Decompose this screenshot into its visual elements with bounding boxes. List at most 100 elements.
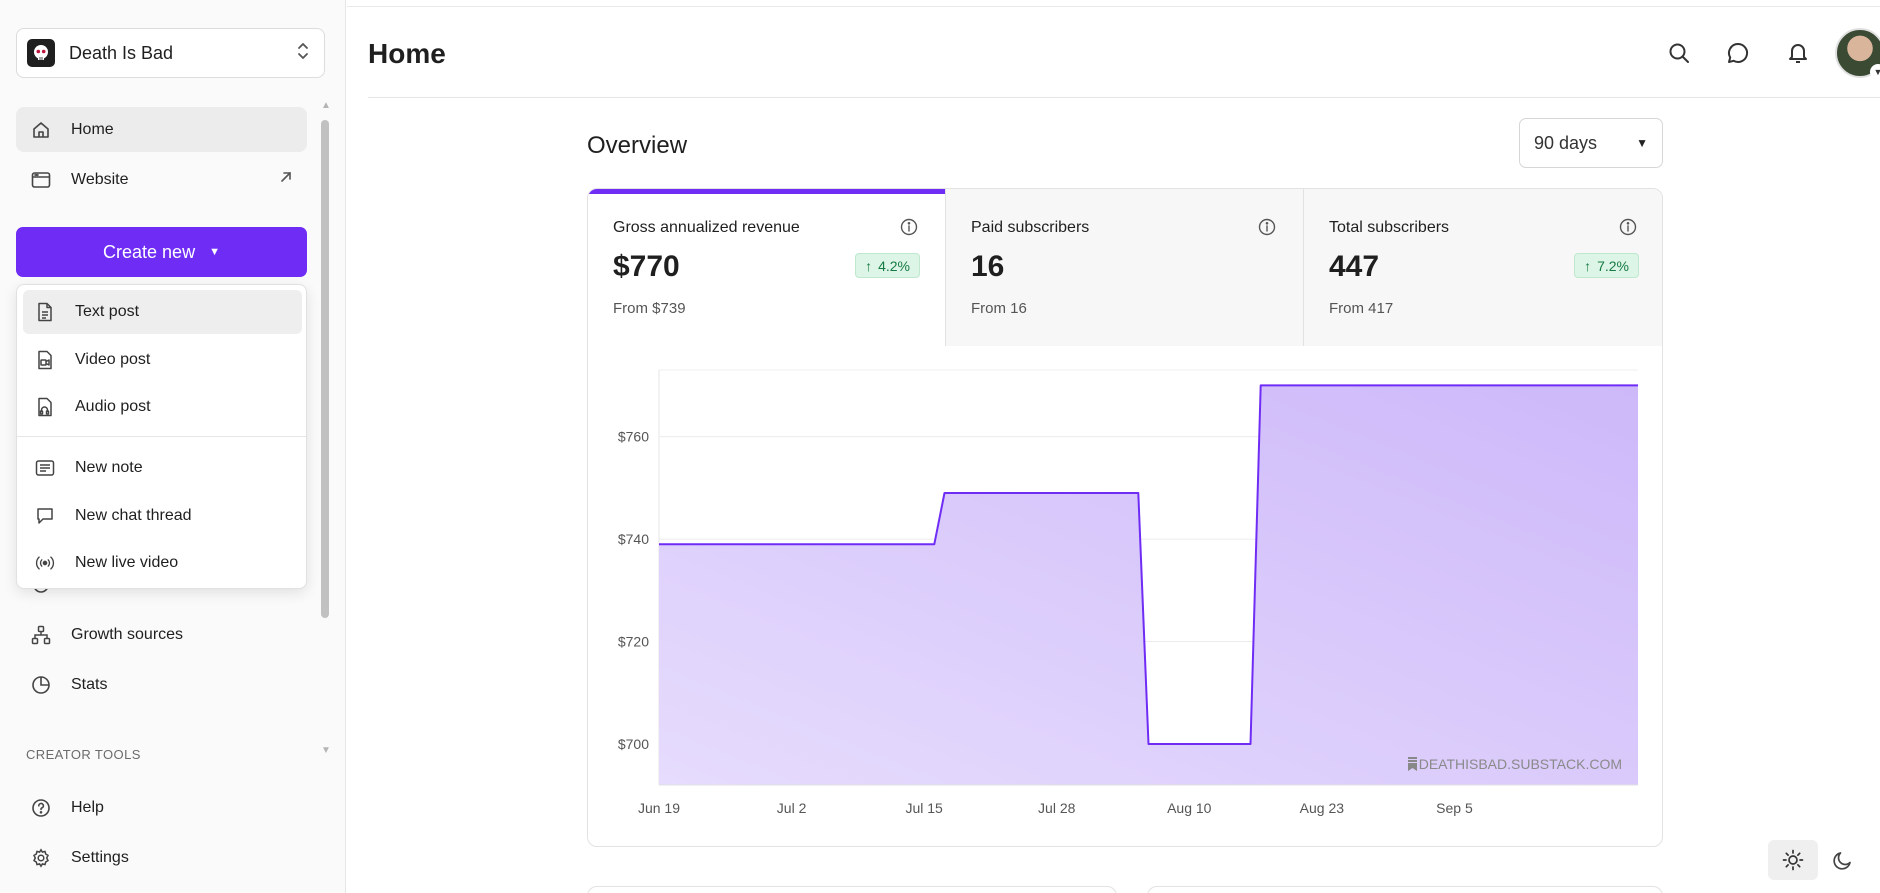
sidebar-item-label: Growth sources xyxy=(71,625,184,643)
x-tick-label: Jul 2 xyxy=(777,800,807,816)
revenue-area-chart[interactable]: $700 $720 $740 $760 Jun 19 Jul 2 Jul 15 Jul 28 A… xyxy=(588,347,1662,847)
stat-from: From 16 xyxy=(971,300,1027,317)
sidebar: Death Is Bad Home Website Create new ▼ S… xyxy=(0,0,346,893)
sidebar-item-label: Home xyxy=(71,120,114,138)
bell-icon[interactable] xyxy=(1785,40,1811,66)
stat-label: Total subscribers xyxy=(1329,219,1450,236)
chevron-updown-icon xyxy=(296,42,310,65)
sidebar-item-label: Settings xyxy=(71,848,129,866)
sidebar-item-help[interactable]: Help xyxy=(16,785,307,830)
stat-gross-revenue[interactable]: Gross annualized revenue $770 ↑ 4.2% From… xyxy=(588,189,946,346)
broadcast-icon xyxy=(35,553,55,573)
sidebar-item-settings[interactable]: Settings xyxy=(16,835,307,880)
chart-series-line xyxy=(659,384,1638,745)
overview-card: Gross annualized revenue $770 ↑ 4.2% From… xyxy=(587,188,1663,847)
chat-bubble-icon xyxy=(35,506,55,526)
change-badge: ↑ 4.2% xyxy=(855,253,920,278)
arrow-up-icon: ↑ xyxy=(1584,257,1592,274)
change-badge-value: 4.2% xyxy=(878,257,910,274)
change-badge: ↑ 7.2% xyxy=(1574,253,1639,278)
help-circle-icon xyxy=(30,797,52,819)
chart-watermark: DEATHISBAD.SUBSTACK.COM xyxy=(1419,756,1622,772)
sidebar-item-label: Help xyxy=(71,798,104,816)
sidebar-item-stats[interactable]: Stats xyxy=(16,662,307,707)
x-tick-label: Jul 15 xyxy=(905,800,943,816)
caret-down-icon: ▼ xyxy=(1636,136,1648,150)
audio-file-icon xyxy=(35,397,55,417)
menu-item-label: Audio post xyxy=(75,398,151,415)
moon-icon[interactable] xyxy=(1818,840,1868,880)
page-title: Home xyxy=(368,38,446,69)
main-content: Home ▼ Overview 90 days ▼ Gross annualiz… xyxy=(347,0,1880,893)
stat-from: From $739 xyxy=(613,300,686,317)
video-file-icon xyxy=(35,350,55,370)
x-tick-label: Sep 5 xyxy=(1436,800,1473,816)
create-new-menu: Text post Video post Audio post New note xyxy=(16,284,307,589)
external-link-icon xyxy=(279,170,293,189)
browser-window-icon xyxy=(30,169,52,191)
substack-logo-icon xyxy=(1408,757,1417,771)
document-icon xyxy=(35,302,55,322)
note-icon xyxy=(35,458,55,478)
publication-switcher[interactable]: Death Is Bad xyxy=(16,28,325,78)
y-tick-label: $760 xyxy=(618,429,649,445)
menu-divider xyxy=(17,436,306,437)
menu-item-new-live-video[interactable]: New live video xyxy=(23,541,302,585)
y-tick-label: $740 xyxy=(618,531,649,547)
info-icon[interactable] xyxy=(1258,218,1276,241)
skull-logo-icon xyxy=(27,39,55,67)
chart-area-fill xyxy=(659,385,1638,785)
sidebar-item-label: Stats xyxy=(71,675,108,693)
caret-down-icon: ▼ xyxy=(209,246,220,258)
bottom-card-right xyxy=(1147,886,1663,893)
network-icon xyxy=(30,624,52,646)
menu-item-new-chat-thread[interactable]: New chat thread xyxy=(23,494,302,538)
menu-item-label: New live video xyxy=(75,554,179,571)
sidebar-item-website[interactable]: Website xyxy=(16,157,307,202)
x-tick-label: Jul 28 xyxy=(1038,800,1076,816)
stat-label: Paid subscribers xyxy=(971,219,1090,236)
scroll-down-arrow-icon[interactable]: ▼ xyxy=(321,745,331,756)
menu-item-label: Text post xyxy=(75,303,140,320)
sidebar-scrollbar[interactable]: ▲ ▼ xyxy=(318,100,332,760)
search-icon[interactable] xyxy=(1666,40,1692,66)
stat-value: $770 xyxy=(613,250,680,283)
section-label-creator-tools: CREATOR TOOLS xyxy=(26,747,141,762)
date-range-select[interactable]: 90 days ▼ xyxy=(1519,118,1663,168)
x-tick-label: Aug 10 xyxy=(1167,800,1212,816)
scroll-up-arrow-icon[interactable]: ▲ xyxy=(321,100,331,111)
x-tick-label: Aug 23 xyxy=(1300,800,1345,816)
scrollbar-thumb[interactable] xyxy=(321,120,329,618)
info-icon[interactable] xyxy=(1619,218,1637,241)
stat-paid-subscribers[interactable]: Paid subscribers 16 From 16 xyxy=(946,189,1304,346)
overview-title: Overview xyxy=(587,132,688,159)
menu-item-audio-post[interactable]: Audio post xyxy=(23,385,302,429)
sidebar-item-label: Website xyxy=(71,170,129,188)
create-new-button[interactable]: Create new ▼ xyxy=(16,227,307,277)
x-tick-label: Jun 19 xyxy=(638,800,680,816)
info-icon[interactable] xyxy=(900,218,918,241)
publication-name: Death Is Bad xyxy=(69,42,174,63)
menu-item-video-post[interactable]: Video post xyxy=(23,338,302,382)
stats-row: Gross annualized revenue $770 ↑ 4.2% From… xyxy=(588,189,1662,346)
menu-item-text-post[interactable]: Text post xyxy=(23,290,302,334)
stat-from: From 417 xyxy=(1329,300,1394,317)
menu-item-new-note[interactable]: New note xyxy=(23,446,302,490)
stat-label: Gross annualized revenue xyxy=(613,219,800,236)
sidebar-item-home[interactable]: Home xyxy=(16,107,307,152)
gear-icon xyxy=(30,847,52,869)
header-divider xyxy=(368,97,1880,98)
avatar-caret-icon[interactable]: ▼ xyxy=(1870,64,1880,80)
top-border xyxy=(347,6,1880,7)
arrow-up-icon: ↑ xyxy=(865,257,873,274)
menu-item-label: New note xyxy=(75,459,143,476)
date-range-value: 90 days xyxy=(1534,132,1598,153)
menu-item-label: Video post xyxy=(75,351,151,368)
chat-icon[interactable] xyxy=(1725,40,1751,66)
menu-item-label: New chat thread xyxy=(75,507,192,524)
sun-icon[interactable] xyxy=(1768,840,1818,880)
stat-total-subscribers[interactable]: Total subscribers 447 ↑ 7.2% From 417 xyxy=(1304,189,1662,346)
theme-toggle xyxy=(1764,838,1874,882)
stat-value: 16 xyxy=(971,250,1005,283)
sidebar-item-growth-sources[interactable]: Growth sources xyxy=(16,612,307,657)
